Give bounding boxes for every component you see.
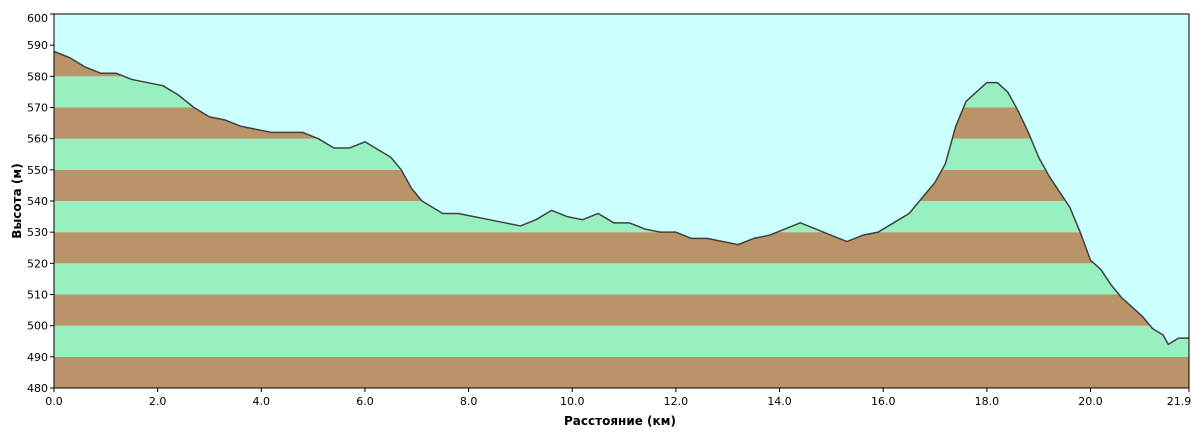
elevation-band [54, 356, 1189, 388]
y-tick-label: 540 [27, 195, 48, 208]
y-tick-label: 570 [27, 102, 48, 115]
y-tick-label: 520 [27, 257, 48, 270]
x-tick-label: 2.0 [149, 395, 167, 408]
elevation-band [54, 325, 1189, 357]
x-tick-label: 20.0 [1078, 395, 1103, 408]
elevation-band [54, 232, 1189, 264]
x-tick-label: 14.0 [767, 395, 792, 408]
x-tick-label: 12.0 [664, 395, 689, 408]
y-tick-label: 510 [27, 289, 48, 302]
y-tick-label: 560 [27, 133, 48, 146]
elevation-profile [53, 50, 1189, 346]
x-tick-label: 4.0 [253, 395, 271, 408]
elevation-band [54, 294, 1189, 326]
x-axis-ticks: 0.0 2.0 4.0 6.0 8.0 10.0 12.0 14.0 16.0 18.0 20.0 2… [45, 388, 1191, 408]
x-tick-label: 6.0 [356, 395, 374, 408]
x-tick-label: 0.0 [45, 395, 63, 408]
x-tick-label: 16.0 [871, 395, 896, 408]
y-tick-label: 530 [27, 226, 48, 239]
y-tick-label: 480 [27, 382, 48, 395]
y-tick-label: 550 [27, 164, 48, 177]
y-axis-label: Высота (м) [10, 163, 24, 238]
x-tick-label: 21.9 [1167, 395, 1192, 408]
y-tick-label: 580 [27, 70, 48, 83]
y-tick-label: 490 [27, 351, 48, 364]
x-tick-label: 8.0 [460, 395, 478, 408]
x-tick-label: 10.0 [560, 395, 585, 408]
x-tick-label: 18.0 [975, 395, 1000, 408]
y-axis-ticks: 480 490 500 510 520 530 540 550 560 570 580 590 600 [27, 12, 54, 395]
x-axis-label: Расстояние (км) [564, 414, 676, 428]
y-tick-label: 500 [27, 320, 48, 333]
profile-line [53, 50, 1189, 346]
y-tick-label: 600 [27, 12, 48, 25]
elevation-band [54, 263, 1189, 295]
y-tick-label: 590 [27, 39, 48, 52]
